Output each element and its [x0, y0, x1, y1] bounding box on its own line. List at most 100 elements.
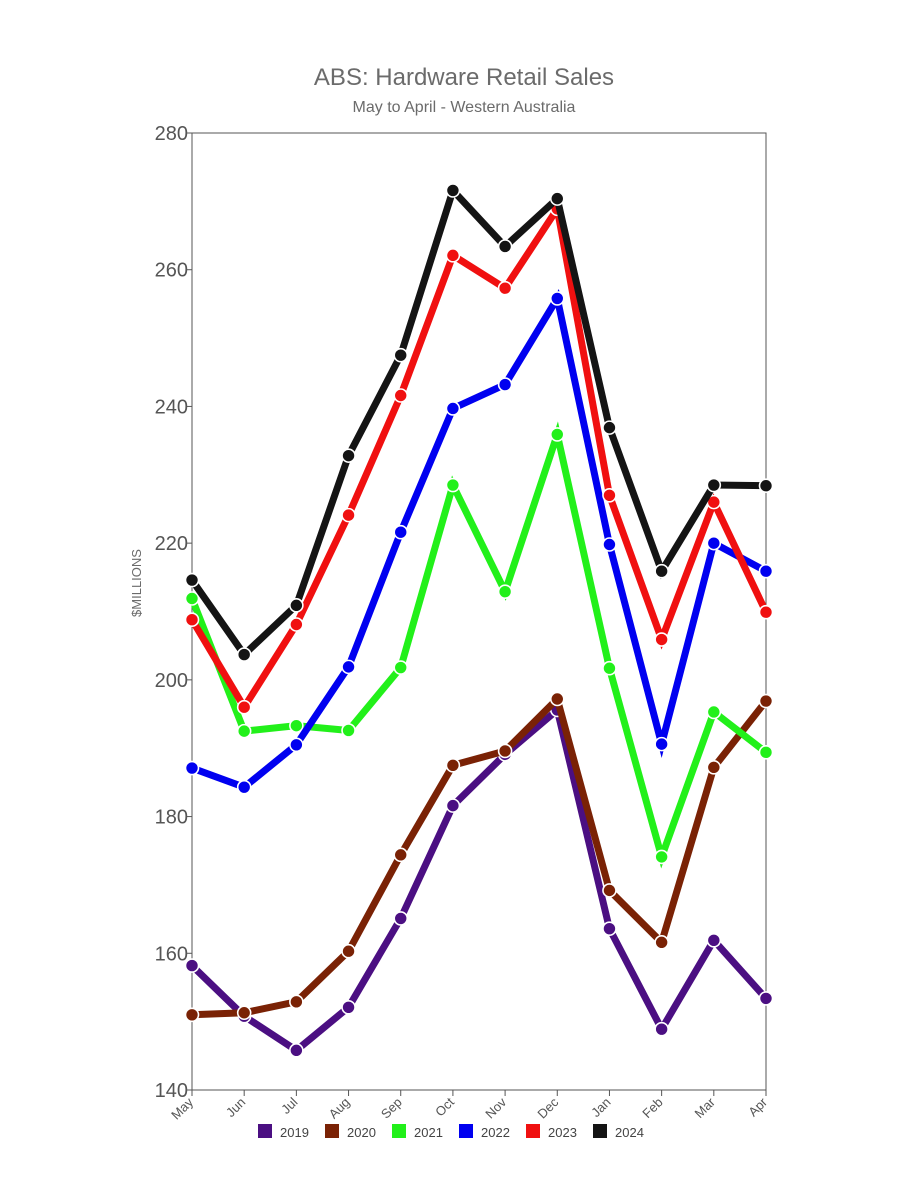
data-point-2019: [184, 958, 200, 973]
data-point-2024: [393, 347, 409, 363]
data-point-2021: [289, 718, 304, 733]
data-point-2022: [602, 537, 617, 552]
data-point-2021: [184, 591, 200, 606]
data-point-2019: [393, 911, 409, 926]
legend-label: 2024: [615, 1125, 644, 1140]
data-point-2023: [497, 280, 513, 296]
y-tick-label: 160: [155, 943, 188, 965]
series-line-2024: [189, 183, 767, 660]
y-tick-label: 240: [155, 396, 188, 418]
x-tick-label: Feb: [639, 1095, 665, 1121]
data-point-2024: [758, 478, 774, 494]
data-point-2024: [289, 598, 304, 613]
y-tick-label: 220: [155, 533, 188, 555]
y-tick-label: 180: [155, 807, 188, 829]
data-point-2022: [236, 779, 252, 795]
series-line-2019: [189, 703, 769, 1055]
data-point-2022: [706, 535, 722, 551]
legend-item-2020: 2020: [325, 1124, 376, 1140]
data-point-2019: [758, 991, 774, 1006]
x-tick-label: Mar: [692, 1094, 719, 1121]
y-tick-label: 140: [155, 1080, 188, 1102]
data-point-2020: [758, 693, 774, 709]
data-point-2024: [602, 420, 617, 435]
legend-swatch: [593, 1124, 607, 1138]
series-2022: [184, 289, 774, 795]
y-axis: 140 160 180 200 220 240 260 280: [155, 123, 192, 1102]
series-line-2021: [188, 421, 769, 869]
data-point-2022: [549, 291, 565, 306]
y-axis-label: $MILLIONS: [129, 549, 144, 617]
x-tick-label: Nov: [482, 1094, 509, 1121]
legend-swatch: [325, 1124, 339, 1138]
legend-item-2024: 2024: [593, 1124, 644, 1140]
data-point-2022: [497, 377, 513, 392]
data-point-2024: [706, 477, 722, 493]
x-tick-label: Jan: [588, 1095, 613, 1120]
data-point-2022: [445, 401, 461, 416]
legend: 2019 2020 2021 2022 2023 2024: [258, 1124, 644, 1140]
data-point-2023: [602, 487, 617, 503]
legend-swatch: [526, 1124, 540, 1138]
data-point-2023: [236, 699, 252, 715]
series-line-2022: [190, 289, 768, 792]
y-tick-label: 200: [155, 670, 188, 692]
legend-swatch: [392, 1124, 406, 1138]
legend-item-2019: 2019: [258, 1124, 309, 1140]
x-tick-label: Oct: [432, 1094, 457, 1119]
y-tick-label: 260: [155, 260, 188, 282]
data-point-2022: [654, 736, 669, 752]
legend-label: 2021: [414, 1125, 443, 1140]
data-point-2024: [341, 448, 356, 463]
legend-label: 2023: [548, 1125, 577, 1140]
data-point-2020: [289, 994, 304, 1010]
data-point-2021: [341, 723, 356, 738]
data-point-2023: [758, 604, 774, 620]
chart-title: ABS: Hardware Retail Sales: [314, 64, 614, 91]
series-2023: [184, 199, 774, 715]
series-2020: [184, 691, 774, 1023]
data-point-2022: [289, 737, 304, 753]
data-point-2023: [654, 632, 669, 647]
series-layer: [184, 183, 774, 1058]
data-point-2020: [445, 758, 461, 773]
data-point-2024: [654, 563, 669, 579]
data-point-2020: [602, 883, 617, 898]
data-point-2020: [497, 743, 513, 759]
data-point-2019: [289, 1043, 304, 1058]
series-2021: [184, 421, 774, 869]
legend-item-2021: 2021: [392, 1124, 443, 1140]
data-point-2022: [758, 563, 774, 579]
data-point-2021: [602, 660, 617, 676]
data-point-2020: [706, 760, 722, 775]
data-point-2021: [706, 704, 722, 720]
data-point-2019: [445, 798, 461, 813]
data-point-2021: [549, 427, 565, 442]
legend-label: 2019: [280, 1125, 309, 1140]
data-point-2019: [706, 932, 722, 948]
x-tick-label: Jun: [223, 1095, 248, 1120]
x-tick-label: Sep: [378, 1095, 405, 1122]
legend-swatch: [459, 1124, 473, 1138]
data-point-2023: [289, 617, 304, 632]
legend-label: 2022: [481, 1125, 510, 1140]
x-tick-label: Dec: [534, 1094, 561, 1121]
data-point-2024: [236, 647, 252, 662]
legend-item-2023: 2023: [526, 1124, 577, 1140]
data-point-2023: [341, 507, 356, 523]
data-point-2020: [549, 691, 565, 707]
data-point-2020: [236, 1005, 252, 1021]
x-tick-label: Aug: [326, 1095, 353, 1122]
data-point-2024: [184, 572, 200, 588]
legend-label: 2020: [347, 1125, 376, 1140]
x-tick-label: Apr: [745, 1094, 770, 1119]
data-point-2019: [602, 921, 617, 936]
plot-frame: [191, 132, 767, 1091]
data-point-2022: [341, 659, 356, 675]
data-point-2023: [445, 248, 461, 263]
legend-swatch: [258, 1124, 272, 1138]
data-point-2019: [341, 999, 356, 1015]
data-point-2022: [184, 760, 200, 776]
data-point-2021: [758, 745, 774, 760]
